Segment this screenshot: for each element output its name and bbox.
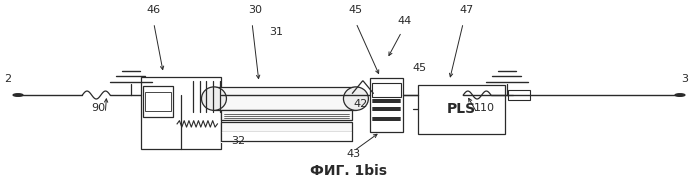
Bar (221, 132, 352, 143)
Circle shape (13, 94, 23, 96)
Ellipse shape (343, 87, 369, 110)
Text: 32: 32 (231, 136, 245, 146)
Text: 47: 47 (459, 5, 474, 15)
Text: 31: 31 (269, 27, 283, 37)
Text: 30: 30 (248, 5, 262, 15)
Text: 110: 110 (473, 103, 494, 113)
Bar (141, 77, 221, 149)
Bar (221, 122, 352, 132)
Text: 3: 3 (681, 74, 688, 84)
Text: PLS: PLS (447, 102, 476, 116)
Bar (142, 86, 173, 117)
Text: 43: 43 (347, 149, 361, 159)
Text: 46: 46 (147, 5, 161, 15)
Text: 2: 2 (4, 74, 11, 84)
Text: 42: 42 (353, 99, 368, 109)
Ellipse shape (202, 87, 226, 110)
Bar (370, 78, 403, 132)
Bar (372, 83, 401, 97)
Text: 44: 44 (397, 17, 412, 27)
Text: ФИГ. 1bis: ФИГ. 1bis (311, 164, 387, 178)
Bar (418, 85, 505, 134)
Bar (214, 87, 356, 110)
Text: 45: 45 (413, 63, 427, 73)
Circle shape (675, 94, 685, 96)
Bar (507, 90, 530, 100)
Text: 90: 90 (91, 103, 105, 113)
Bar (144, 92, 171, 111)
Text: 45: 45 (349, 5, 363, 15)
Bar (221, 110, 352, 120)
